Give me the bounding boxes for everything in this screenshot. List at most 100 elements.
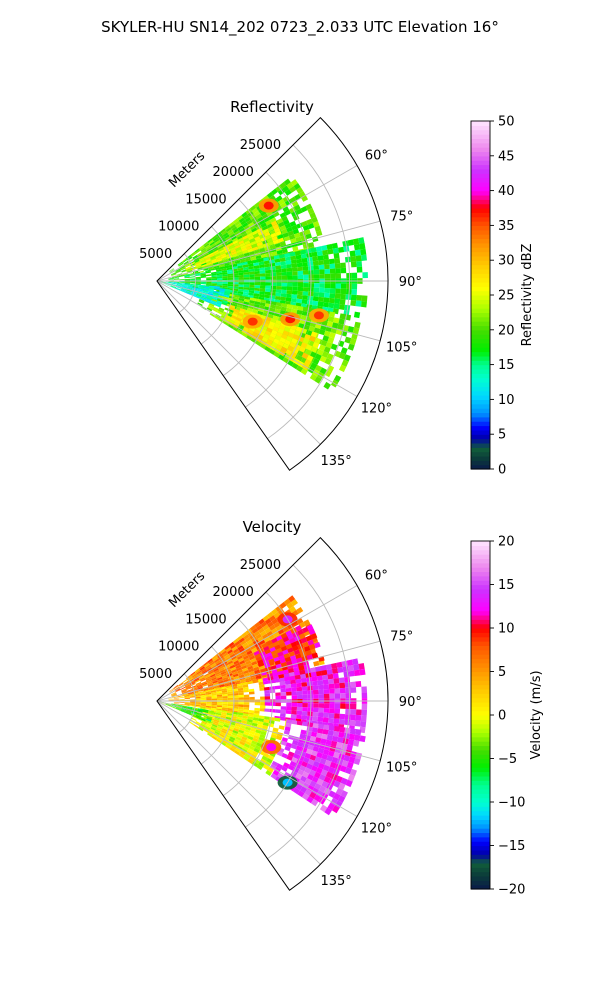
data-cell bbox=[287, 332, 295, 338]
data-cell bbox=[340, 347, 348, 355]
data-cell bbox=[322, 679, 329, 685]
data-cell bbox=[197, 266, 203, 270]
data-cell bbox=[175, 269, 181, 273]
theta-tick-label: 90° bbox=[399, 275, 422, 290]
data-cell bbox=[223, 321, 230, 326]
data-cell bbox=[187, 676, 193, 681]
data-cell bbox=[259, 270, 266, 274]
colorbar-segment bbox=[471, 234, 490, 240]
colorbar-segment bbox=[471, 641, 490, 646]
data-cell bbox=[313, 660, 320, 667]
data-cell bbox=[287, 345, 295, 352]
data-cell bbox=[214, 287, 220, 291]
data-cell bbox=[168, 697, 174, 699]
data-cell bbox=[251, 243, 258, 249]
data-cell bbox=[212, 680, 219, 684]
data-cell bbox=[307, 744, 314, 751]
data-cell bbox=[236, 682, 243, 687]
data-cell bbox=[239, 740, 246, 746]
data-cell bbox=[313, 794, 322, 802]
data-cell bbox=[264, 263, 271, 268]
data-cell bbox=[350, 703, 357, 710]
data-cell bbox=[343, 245, 350, 253]
data-cell bbox=[312, 221, 320, 228]
data-cell bbox=[206, 703, 212, 705]
data-cell bbox=[303, 619, 311, 627]
colorbar-segment bbox=[471, 408, 490, 414]
data-cell bbox=[170, 706, 176, 709]
data-cell bbox=[216, 706, 223, 710]
colorbar-segment bbox=[471, 575, 490, 581]
data-cell bbox=[340, 288, 347, 295]
data-cell bbox=[246, 721, 253, 726]
theta-tick-label: 135° bbox=[320, 454, 351, 469]
data-cell bbox=[279, 225, 287, 231]
data-cell bbox=[189, 705, 196, 707]
data-cell bbox=[258, 662, 265, 667]
data-cell bbox=[281, 333, 288, 340]
data-cell bbox=[270, 304, 277, 309]
data-cell bbox=[267, 324, 275, 330]
data-cell bbox=[273, 631, 280, 638]
data-cell bbox=[222, 705, 228, 708]
data-cell bbox=[196, 251, 203, 256]
data-cell bbox=[195, 669, 201, 674]
data-cell bbox=[310, 633, 318, 640]
data-cell bbox=[289, 220, 297, 227]
colorbar-segment bbox=[471, 460, 490, 466]
data-cell bbox=[234, 680, 241, 684]
data-cell bbox=[193, 724, 199, 729]
data-cell bbox=[196, 671, 203, 676]
data-cell bbox=[181, 286, 188, 288]
data-cell bbox=[292, 282, 298, 287]
data-cell bbox=[221, 686, 227, 690]
data-cell bbox=[221, 707, 228, 710]
data-cell bbox=[242, 733, 249, 739]
data-cell bbox=[216, 709, 222, 712]
data-cell bbox=[269, 332, 277, 339]
grid-arc bbox=[245, 591, 312, 828]
data-cell bbox=[209, 255, 216, 260]
data-cell bbox=[258, 736, 265, 742]
data-cell bbox=[207, 249, 214, 254]
data-cell bbox=[328, 750, 335, 757]
data-cell bbox=[204, 256, 210, 260]
data-cell bbox=[185, 292, 191, 295]
data-cell bbox=[262, 725, 269, 730]
data-cell bbox=[245, 660, 252, 665]
data-cell bbox=[302, 287, 309, 292]
data-cell bbox=[234, 723, 241, 728]
data-cell bbox=[211, 271, 217, 275]
data-cell bbox=[171, 273, 177, 277]
data-cell bbox=[191, 685, 197, 689]
data-cell bbox=[207, 732, 213, 738]
data-cell bbox=[296, 258, 303, 264]
data-cell bbox=[259, 219, 266, 225]
data-cell bbox=[217, 701, 223, 704]
data-cell bbox=[302, 771, 310, 779]
data-cell bbox=[271, 618, 279, 625]
data-cell bbox=[174, 686, 180, 691]
data-cell bbox=[262, 722, 269, 727]
data-cell bbox=[296, 617, 304, 625]
data-cell bbox=[238, 297, 245, 302]
data-cell bbox=[292, 787, 301, 795]
data-cell bbox=[165, 702, 172, 705]
data-cell bbox=[346, 659, 354, 666]
data-cell bbox=[194, 668, 200, 673]
data-cell bbox=[231, 303, 238, 307]
data-cell bbox=[248, 733, 255, 738]
data-cell bbox=[262, 228, 270, 234]
data-cell bbox=[169, 268, 174, 272]
data-cell bbox=[279, 241, 287, 247]
data-cell bbox=[317, 712, 324, 718]
data-cell bbox=[257, 678, 264, 683]
data-cell bbox=[302, 690, 308, 695]
data-cell bbox=[291, 710, 297, 715]
data-cell bbox=[206, 723, 212, 727]
data-cell bbox=[333, 792, 341, 801]
data-cell bbox=[209, 672, 215, 677]
data-cell bbox=[180, 289, 187, 293]
data-cell bbox=[248, 688, 255, 692]
data-cell bbox=[302, 266, 309, 271]
